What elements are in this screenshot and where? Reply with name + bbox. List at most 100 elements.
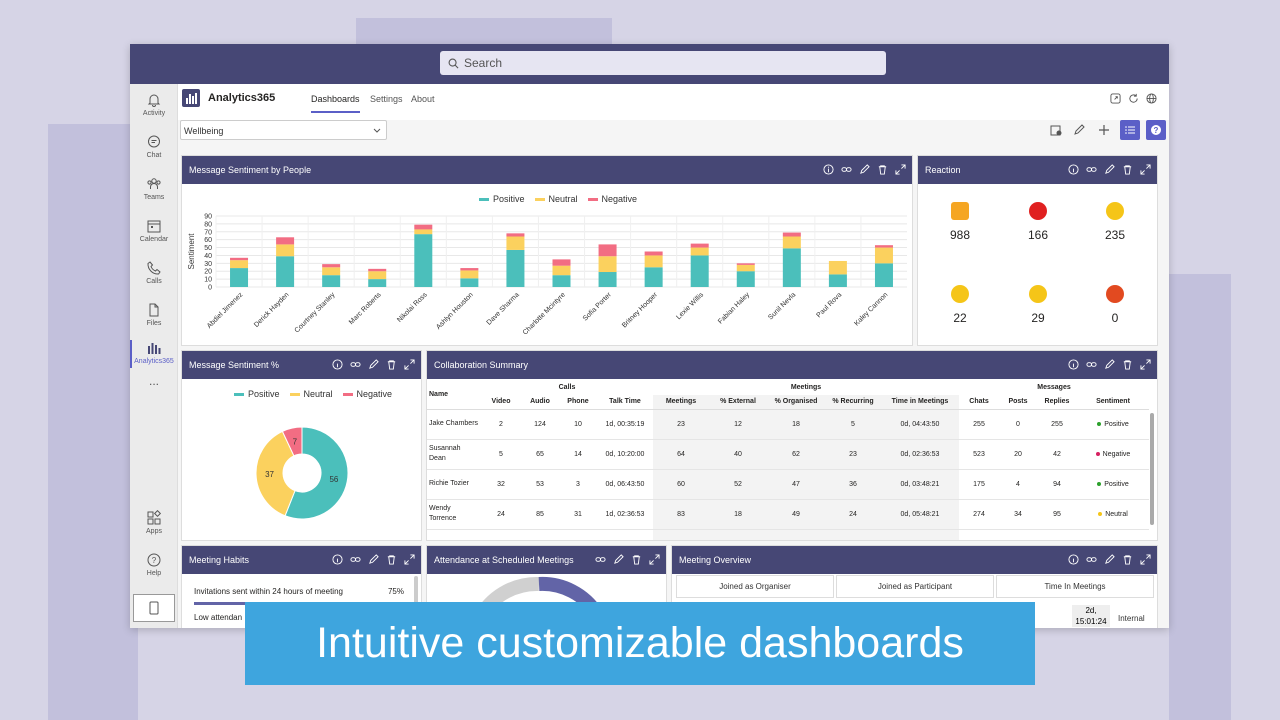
bar-neutral xyxy=(782,236,801,249)
info-icon[interactable] xyxy=(1068,164,1079,175)
table-cell: 23 xyxy=(825,439,881,469)
refresh-icon[interactable] xyxy=(1128,93,1139,104)
panel-sentiment-people: Message Sentiment by People Positive Neu… xyxy=(181,155,913,346)
table-row[interactable]: Richie Tozier 32 53 3 0d, 06:43:50 60 52 47 36 0d… xyxy=(427,469,1149,499)
trash-icon[interactable] xyxy=(631,554,642,565)
table-row[interactable]: Wendy Torrence 24 85 31 1d, 02:36:53 83 18 49 24… xyxy=(427,499,1149,529)
column-header[interactable]: Chats xyxy=(969,398,989,406)
chat-icon xyxy=(148,135,160,148)
column-header[interactable]: % Organised xyxy=(767,395,825,409)
edit-dashboard-button[interactable] xyxy=(1069,120,1089,140)
tab-dashboards[interactable]: Dashboards xyxy=(311,94,360,113)
rail-item-teams[interactable]: Teams xyxy=(130,176,178,201)
trash-icon[interactable] xyxy=(386,359,397,370)
link-icon[interactable] xyxy=(1086,359,1097,370)
expand-icon[interactable] xyxy=(649,554,660,565)
trash-icon[interactable] xyxy=(1122,359,1133,370)
rail-item-calendar[interactable]: Calendar xyxy=(130,218,178,243)
link-icon[interactable] xyxy=(350,554,361,565)
rail-item-activity[interactable]: Activity xyxy=(130,92,178,117)
table-row[interactable]: Stuart31115621d, 05:48:21946239230d, 01:… xyxy=(427,529,1149,540)
pencil-icon[interactable] xyxy=(368,359,379,370)
table-scrollbar[interactable] xyxy=(1150,413,1154,525)
column-header[interactable]: Audio xyxy=(530,398,550,406)
sentiment-dot-icon xyxy=(1097,421,1102,426)
tab-about[interactable]: About xyxy=(411,94,435,104)
dashboard-select[interactable]: Wellbeing xyxy=(180,120,387,140)
list-view-button[interactable] xyxy=(1120,120,1140,140)
table-cell: 523 xyxy=(973,450,985,458)
bar-negative xyxy=(460,268,479,271)
link-icon[interactable] xyxy=(1086,164,1097,175)
info-icon[interactable] xyxy=(332,554,343,565)
pencil-icon[interactable] xyxy=(859,164,870,175)
rail-item-more[interactable]: ... xyxy=(130,374,178,388)
link-icon[interactable] xyxy=(841,164,852,175)
column-header[interactable]: % External xyxy=(709,395,767,409)
info-icon[interactable] xyxy=(1068,554,1079,565)
info-icon[interactable] xyxy=(1068,359,1079,370)
search-input[interactable]: Search xyxy=(440,51,886,75)
add-widget-button[interactable] xyxy=(1094,120,1114,140)
pencil-icon[interactable] xyxy=(1104,554,1115,565)
expand-icon[interactable] xyxy=(404,359,415,370)
more-icon: ... xyxy=(148,374,159,388)
info-icon[interactable] xyxy=(332,359,343,370)
expand-icon[interactable] xyxy=(404,554,415,565)
habit-label: Invitations sent within 24 hours of meet… xyxy=(194,587,343,596)
trash-icon[interactable] xyxy=(877,164,888,175)
bar-negative xyxy=(506,233,525,237)
table-cell: 304 xyxy=(959,529,999,540)
link-icon[interactable] xyxy=(595,554,606,565)
overview-type-value: Internal xyxy=(1118,614,1145,623)
trash-icon[interactable] xyxy=(1122,164,1133,175)
cell-name: Stuart xyxy=(427,529,481,540)
sentiment-donut-chart: 56 37 7 xyxy=(255,426,349,520)
trash-icon[interactable] xyxy=(386,554,397,565)
mobile-download-button[interactable] xyxy=(133,594,175,622)
pencil-icon[interactable] xyxy=(1104,359,1115,370)
expand-icon[interactable] xyxy=(1140,359,1151,370)
pencil-icon[interactable] xyxy=(613,554,624,565)
svg-text:?: ? xyxy=(1154,126,1159,135)
rail-item-chat[interactable]: Chat xyxy=(130,134,178,159)
link-icon[interactable] xyxy=(1086,554,1097,565)
expand-icon[interactable] xyxy=(1140,164,1151,175)
pencil-icon[interactable] xyxy=(1104,164,1115,175)
column-header[interactable]: Video xyxy=(491,398,511,406)
table-cell: 124 xyxy=(534,420,546,428)
column-header[interactable]: Meetings xyxy=(653,395,709,409)
tab-settings[interactable]: Settings xyxy=(370,94,403,104)
bar-positive xyxy=(828,274,847,287)
popout-icon[interactable] xyxy=(1110,93,1121,104)
rail-item-calls[interactable]: Calls xyxy=(130,260,178,285)
rail-item-help[interactable]: ? Help xyxy=(130,552,178,577)
link-icon[interactable] xyxy=(350,359,361,370)
column-header[interactable]: Posts xyxy=(1008,398,1028,406)
globe-icon[interactable] xyxy=(1146,93,1157,104)
table-cell: 52 xyxy=(709,469,767,499)
help-button[interactable]: ? xyxy=(1146,120,1166,140)
panel-title: Meeting Habits xyxy=(189,555,250,565)
column-header[interactable]: % Recurring xyxy=(825,395,881,409)
schedule-button[interactable] xyxy=(1046,120,1066,140)
bar-negative xyxy=(230,257,249,261)
slice-label: 37 xyxy=(265,470,274,479)
column-header[interactable]: Time in Meetings xyxy=(881,395,959,409)
column-header[interactable]: Phone xyxy=(567,398,589,406)
table-row[interactable]: Susannah Dean 5 65 14 0d, 10:20:00 64 40 62 23 0d… xyxy=(427,439,1149,469)
column-header[interactable]: Talk Time xyxy=(609,398,641,406)
info-icon[interactable] xyxy=(823,164,834,175)
column-header[interactable]: Sentiment xyxy=(1096,398,1130,406)
pencil-icon[interactable] xyxy=(368,554,379,565)
column-header[interactable]: Replies xyxy=(1044,398,1070,406)
rail-item-apps[interactable]: Apps xyxy=(130,510,178,535)
expand-icon[interactable] xyxy=(1140,554,1151,565)
table-row[interactable]: Jake Chambers 2 124 10 1d, 00:35:19 23 12 18 5 0d… xyxy=(427,409,1149,439)
rail-item-files[interactable]: Files xyxy=(130,302,178,327)
trash-icon[interactable] xyxy=(1122,554,1133,565)
expand-icon[interactable] xyxy=(895,164,906,175)
surprised-icon xyxy=(951,285,969,303)
rail-item-analytics365[interactable]: Analytics365 xyxy=(130,340,178,368)
